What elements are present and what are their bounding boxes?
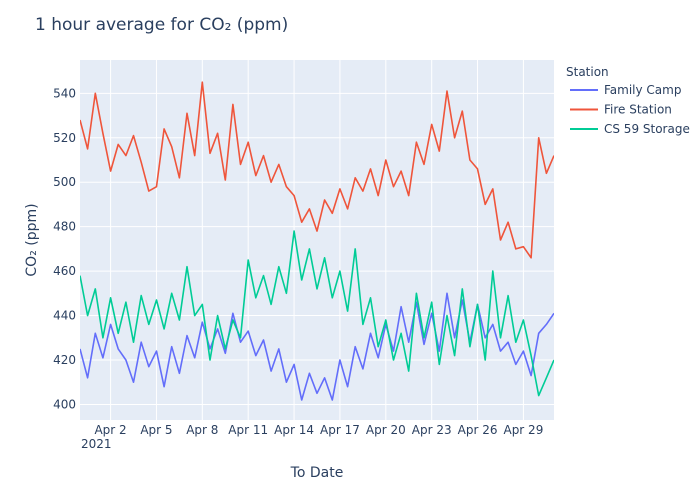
plot-area: [80, 60, 554, 420]
y-tick-label: 500: [53, 175, 76, 189]
y-tick-label: 480: [53, 220, 76, 234]
legend-title: Station: [566, 65, 609, 79]
x-tick-label: Apr 11: [228, 423, 268, 437]
x-tick-label: Apr 17: [320, 423, 360, 437]
y-axis-title: CO₂ (ppm): [24, 203, 40, 276]
y-tick-label: 520: [53, 131, 76, 145]
x-tick-label: Apr 20: [366, 423, 406, 437]
legend-label-family-camp: Family Camp: [604, 83, 681, 97]
tick-labels: 400 420 440 460 480 500 520 540 Apr 2 Apr 5 Apr 8 A…: [53, 86, 543, 437]
series-lines: [80, 81, 554, 401]
legend: Station Family Camp Fire Station CS 59 Sto…: [566, 65, 690, 136]
y-tick-label: 420: [53, 353, 76, 367]
grid-lines: [80, 60, 554, 420]
series-line-fire-station: [80, 81, 554, 259]
y-tick-label: 460: [53, 264, 76, 278]
chart-title: 1 hour average for CO₂ (ppm): [35, 15, 288, 35]
x-tick-label: Apr 8: [186, 423, 218, 437]
x-tick-label: Apr 2: [94, 423, 126, 437]
x-axis-year-label: 2021: [81, 437, 112, 451]
x-tick-label: Apr 14: [274, 423, 314, 437]
x-tick-label: Apr 23: [412, 423, 452, 437]
legend-label-fire-station: Fire Station: [604, 103, 672, 117]
y-tick-label: 400: [53, 397, 76, 411]
x-axis-title: To Date: [290, 465, 344, 481]
y-tick-label: 540: [53, 86, 76, 100]
y-tick-label: 440: [53, 309, 76, 323]
x-tick-label: Apr 5: [140, 423, 172, 437]
series-line-cs-59-storage: [80, 230, 554, 397]
legend-label-cs-59-storage: CS 59 Storage: [604, 122, 690, 136]
legend-items: Family Camp Fire Station CS 59 Storage: [570, 83, 690, 136]
x-tick-label: Apr 29: [503, 423, 543, 437]
x-tick-label: Apr 26: [458, 423, 498, 437]
